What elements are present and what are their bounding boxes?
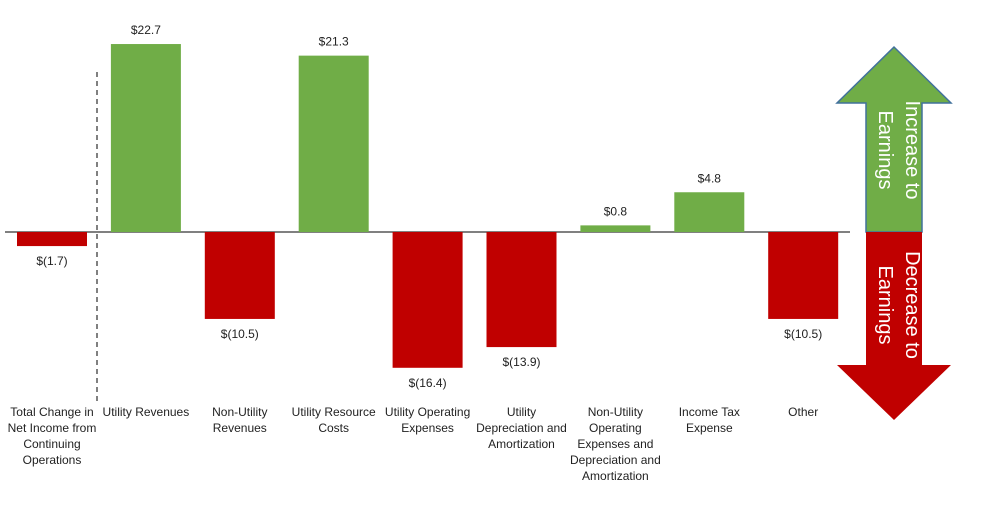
bar bbox=[204, 232, 275, 319]
value-label: $(13.9) bbox=[502, 355, 540, 369]
category-label: Utility Operating Expenses bbox=[384, 405, 471, 435]
bar bbox=[110, 44, 181, 232]
increase-arrow bbox=[835, 45, 953, 233]
decrease-arrow bbox=[837, 232, 951, 420]
category-label: Utility Revenues bbox=[102, 405, 190, 419]
category-label: Income Tax Expense bbox=[678, 405, 740, 435]
bar bbox=[674, 192, 745, 232]
arrow-label: Increase to bbox=[901, 101, 923, 200]
arrow-label: Earnings bbox=[874, 111, 896, 190]
bar bbox=[768, 232, 839, 319]
value-label: $(10.5) bbox=[221, 327, 259, 341]
value-label: $(10.5) bbox=[784, 327, 822, 341]
bar bbox=[486, 232, 557, 348]
category-label: Other bbox=[788, 405, 819, 419]
bar bbox=[17, 232, 87, 247]
category-label: Non-Utility Operating Expenses and Depre… bbox=[570, 405, 661, 483]
category-label: Utility Depreciation and Amortization bbox=[476, 405, 567, 451]
bar bbox=[580, 225, 651, 232]
bar bbox=[298, 55, 369, 232]
value-label: $(1.7) bbox=[36, 254, 67, 268]
value-label: $4.8 bbox=[698, 171, 722, 185]
value-label: $(16.4) bbox=[409, 376, 447, 390]
category-label: Non-Utility Revenues bbox=[212, 405, 268, 435]
category-label: Utility Resource Costs bbox=[291, 405, 376, 435]
arrow-label: Decrease to bbox=[901, 251, 923, 359]
arrow-label: Earnings bbox=[874, 266, 896, 345]
value-label: $0.8 bbox=[604, 204, 628, 218]
value-label: $22.7 bbox=[131, 23, 161, 37]
bar bbox=[392, 232, 463, 368]
value-label: $21.3 bbox=[319, 35, 349, 49]
category-label: Total Change in Net Income from Continui… bbox=[7, 405, 97, 467]
